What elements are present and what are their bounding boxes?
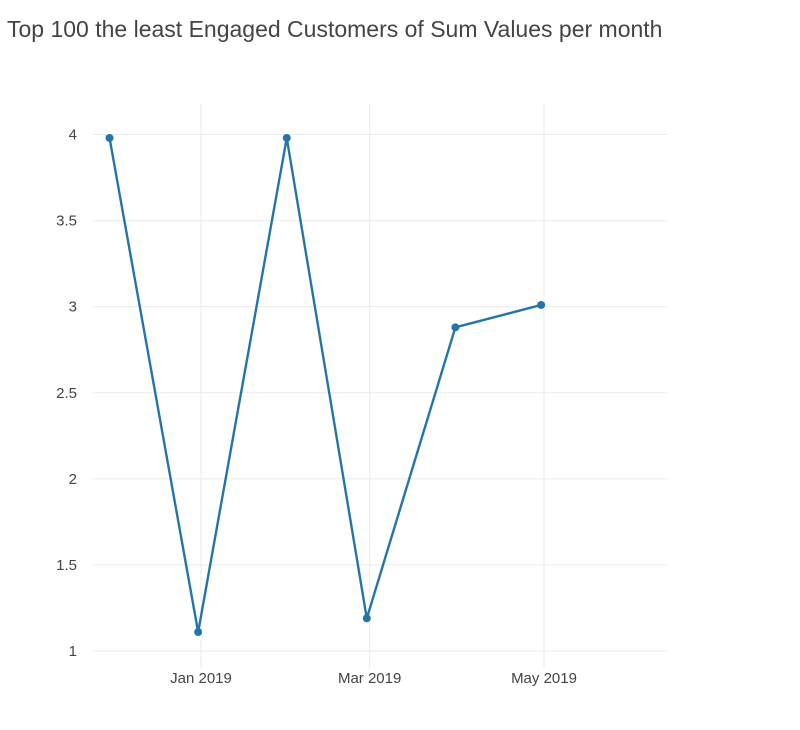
x-tick-label: Mar 2019 bbox=[338, 670, 401, 687]
series-line bbox=[108, 136, 542, 634]
y-tick-label: 2 bbox=[69, 471, 77, 488]
data-point bbox=[451, 323, 460, 332]
y-tick-label: 3 bbox=[69, 299, 77, 316]
data-point bbox=[537, 300, 546, 309]
series-layer bbox=[105, 133, 546, 637]
x-tick-label: May 2019 bbox=[511, 670, 577, 687]
data-point bbox=[282, 133, 291, 142]
y-axis-ticks: 1 1.5 2 2.5 3 3.5 4 bbox=[56, 127, 77, 661]
data-point bbox=[362, 614, 371, 623]
data-point bbox=[194, 628, 203, 637]
y-tick-label: 3.5 bbox=[56, 213, 77, 230]
x-axis-ticks: Jan 2019 Mar 2019 May 2019 bbox=[170, 670, 577, 687]
chart-title: Top 100 the least Engaged Customers of S… bbox=[7, 16, 663, 42]
data-point bbox=[105, 133, 114, 142]
y-tick-label: 2.5 bbox=[56, 385, 77, 402]
grid-lines bbox=[93, 104, 667, 668]
y-tick-label: 1 bbox=[69, 643, 77, 660]
y-tick-label: 1.5 bbox=[56, 557, 77, 574]
x-tick-label: Jan 2019 bbox=[170, 670, 232, 687]
y-tick-label: 4 bbox=[69, 127, 77, 144]
